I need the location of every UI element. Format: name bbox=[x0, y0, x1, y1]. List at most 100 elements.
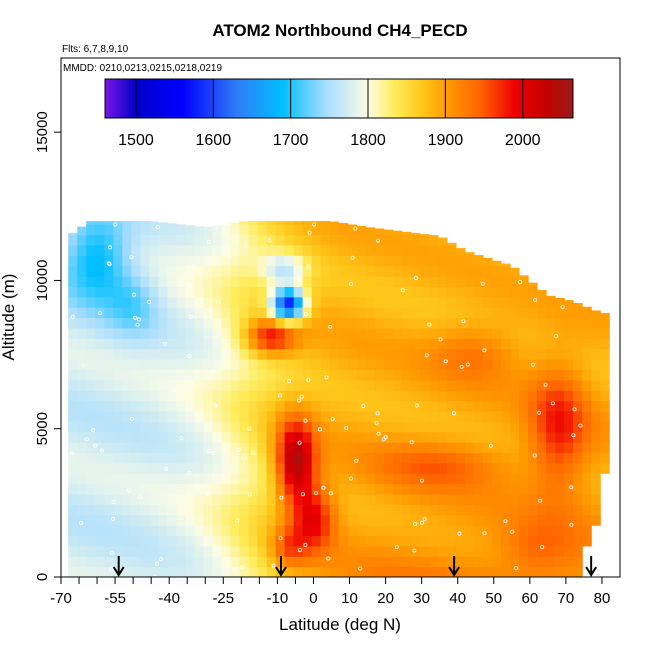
heatmap-cell bbox=[356, 410, 367, 422]
heatmap-cell bbox=[600, 421, 610, 433]
heatmap-cell bbox=[455, 452, 466, 464]
heatmap-cell bbox=[428, 504, 439, 516]
heatmap-cell bbox=[104, 265, 114, 277]
heatmap-cell bbox=[410, 493, 421, 505]
heatmap-cell bbox=[537, 556, 547, 568]
heatmap-cell bbox=[473, 265, 484, 277]
heatmap-cell bbox=[194, 275, 205, 287]
heatmap-cell bbox=[338, 525, 349, 537]
heatmap-cell bbox=[275, 390, 286, 402]
heatmap-cell bbox=[266, 556, 277, 568]
heatmap-cell bbox=[185, 317, 196, 329]
heatmap-cell bbox=[131, 275, 141, 287]
heatmap-cell bbox=[582, 421, 592, 433]
heatmap-cell bbox=[500, 525, 511, 537]
heatmap-cell bbox=[573, 525, 583, 537]
heatmap-cell bbox=[221, 493, 232, 505]
heatmap-cell bbox=[266, 369, 277, 381]
heatmap-cell bbox=[149, 504, 159, 516]
heatmap-cell bbox=[491, 483, 502, 495]
heatmap-cell bbox=[392, 348, 403, 360]
heatmap-cell bbox=[77, 410, 87, 422]
heatmap-cell bbox=[347, 265, 358, 277]
observation-point bbox=[540, 545, 545, 550]
heatmap-cell bbox=[510, 504, 520, 516]
heatmap-cell bbox=[230, 431, 241, 443]
observation-point bbox=[81, 363, 86, 368]
heatmap-cell bbox=[311, 224, 322, 236]
heatmap-cell bbox=[77, 296, 87, 308]
heatmap-cell bbox=[446, 369, 457, 381]
heatmap-cell bbox=[104, 359, 114, 370]
heatmap-cell bbox=[284, 379, 295, 391]
heatmap-cell bbox=[122, 431, 132, 443]
heatmap-cell bbox=[329, 410, 340, 422]
heatmap-cell bbox=[482, 275, 493, 287]
heatmap-cell bbox=[500, 265, 511, 277]
heatmap-cell bbox=[564, 359, 574, 370]
heatmap-cell bbox=[510, 421, 520, 433]
heatmap-cell bbox=[176, 317, 187, 329]
heatmap-cell bbox=[392, 338, 403, 350]
heatmap-cell bbox=[230, 566, 241, 577]
heatmap-cell bbox=[194, 244, 205, 256]
observation-point bbox=[560, 305, 565, 310]
heatmap-cell bbox=[104, 224, 114, 236]
heatmap-cell bbox=[356, 226, 367, 236]
observation-point bbox=[480, 281, 485, 286]
heatmap-cell bbox=[582, 359, 592, 370]
heatmap-cell bbox=[419, 275, 430, 287]
heatmap-cell bbox=[104, 566, 114, 577]
heatmap-cell bbox=[437, 556, 448, 568]
transect-arrow bbox=[112, 556, 125, 577]
heatmap-cell bbox=[582, 369, 592, 381]
heatmap-cell bbox=[482, 462, 493, 474]
heatmap-cell bbox=[203, 226, 214, 236]
heatmap-cell bbox=[482, 338, 493, 350]
transect-arrow-head bbox=[585, 566, 597, 577]
heatmap-cell bbox=[266, 265, 277, 277]
heatmap-cell bbox=[320, 317, 331, 329]
heatmap-cell bbox=[347, 504, 358, 516]
heatmap-cell bbox=[212, 255, 223, 267]
heatmap-cell bbox=[194, 307, 205, 319]
heatmap-cell bbox=[410, 421, 421, 433]
heatmap-cell bbox=[140, 566, 150, 577]
heatmap-cell bbox=[95, 421, 105, 433]
heatmap-cell bbox=[113, 307, 123, 319]
heatmap-cell bbox=[582, 390, 592, 402]
heatmap-cell bbox=[401, 359, 412, 370]
observation-point bbox=[106, 261, 111, 266]
heatmap-cell bbox=[374, 390, 385, 402]
heatmap-cell bbox=[293, 400, 304, 412]
heatmap-cell bbox=[257, 359, 268, 370]
heatmap-cell bbox=[203, 556, 214, 568]
heatmap-cell bbox=[401, 514, 412, 526]
heatmap-cell bbox=[239, 400, 250, 412]
heatmap-cell bbox=[212, 473, 223, 485]
observation-point bbox=[344, 425, 349, 430]
heatmap-cell bbox=[248, 535, 259, 547]
heatmap-cell bbox=[248, 410, 259, 422]
heatmap-cell bbox=[122, 556, 132, 568]
heatmap-cell bbox=[365, 566, 376, 577]
heatmap-cell bbox=[491, 286, 502, 298]
heatmap-cell bbox=[320, 483, 331, 495]
heatmap-cell bbox=[77, 317, 87, 329]
heatmap-cell bbox=[293, 296, 304, 308]
heatmap-cell bbox=[482, 390, 493, 402]
observation-point bbox=[154, 561, 159, 566]
heatmap-cell bbox=[437, 296, 448, 308]
heatmap-cell bbox=[320, 410, 331, 422]
heatmap-cell bbox=[266, 566, 277, 577]
heatmap-cell bbox=[392, 255, 403, 267]
x-tick-label: 60 bbox=[521, 590, 538, 607]
observation-point bbox=[109, 567, 114, 572]
heatmap-cell bbox=[248, 421, 259, 433]
heatmap-cell bbox=[230, 222, 241, 225]
heatmap-cell bbox=[149, 338, 159, 350]
heatmap-cell bbox=[491, 317, 502, 329]
heatmap-cell bbox=[95, 221, 105, 225]
heatmap-cell bbox=[528, 545, 538, 557]
heatmap-cell bbox=[446, 473, 457, 485]
